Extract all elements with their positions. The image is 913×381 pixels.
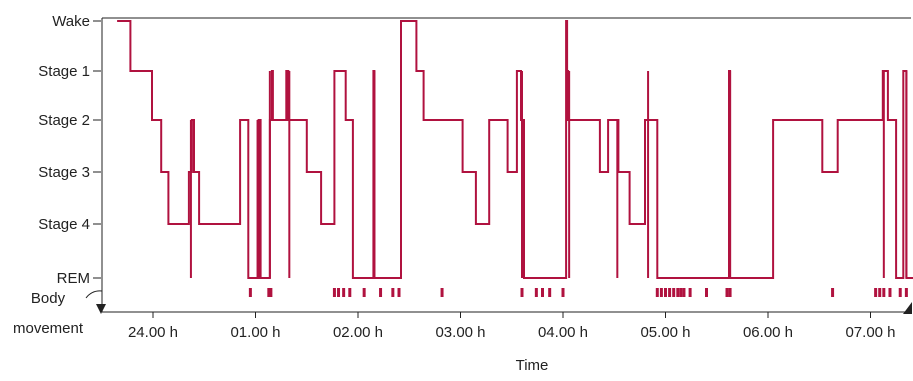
hypnogram-traces [117, 20, 913, 279]
body-movement-mark [874, 288, 878, 297]
body-movement-mark [888, 288, 892, 297]
body-movement-mark [878, 288, 882, 297]
body-movement-mark [248, 288, 252, 297]
body-movement-mark [725, 288, 729, 297]
x-label-6: 06.00 h [743, 324, 793, 341]
axis-arrow-right [903, 302, 912, 314]
x-label-0: 24.00 h [128, 324, 178, 341]
y-axis-labels: Wake Stage 1 Stage 2 Stage 3 Stage 4 REM [38, 13, 101, 287]
body-movement-mark [267, 288, 271, 297]
body-movement-mark [705, 288, 708, 297]
body-movement-mark [688, 288, 692, 297]
body-movement-mark [269, 288, 273, 297]
x-label-5: 05.00 h [640, 324, 690, 341]
body-movement-mark [659, 288, 663, 297]
body-movement-mark [664, 288, 667, 297]
body-movement-mark [672, 288, 676, 297]
body-movement-leader [85, 290, 103, 299]
body-movement-mark [682, 288, 686, 297]
body-movement-mark [391, 288, 395, 297]
y-label-wake: Wake [52, 13, 90, 30]
body-movement-mark [342, 288, 346, 297]
x-axis-title: Time [516, 357, 549, 374]
y-label-stage-3: Stage 3 [38, 164, 90, 181]
x-label-4: 04.00 h [538, 324, 588, 341]
body-movement-mark [379, 288, 383, 297]
body-movement-mark [676, 288, 680, 297]
body-movement-mark [655, 288, 659, 297]
body-movement-mark [831, 288, 835, 297]
body-movement-mark [337, 288, 341, 297]
x-axis-labels: 24.00 h 01.00 h 02.00 h 03.00 h 04.00 h 05.00… [128, 312, 896, 341]
body-movement-label-line2: movement [13, 320, 84, 337]
body-movement-mark [534, 288, 538, 297]
body-movement-mark [728, 288, 732, 297]
y-label-stage-4: Stage 4 [38, 216, 90, 233]
body-movement-marks [248, 288, 908, 297]
y-label-stage-1: Stage 1 [38, 63, 90, 80]
body-movement-mark [679, 288, 683, 297]
x-label-2: 02.00 h [333, 324, 383, 341]
body-movement-mark [440, 288, 444, 297]
body-movement-mark [882, 288, 886, 297]
body-movement-mark [541, 288, 544, 297]
x-label-7: 07.00 h [845, 324, 895, 341]
body-movement-mark [668, 288, 672, 297]
body-movement-mark [348, 288, 352, 297]
y-label-rem: REM [57, 270, 90, 287]
body-movement-mark [904, 288, 908, 297]
body-movement-mark [362, 288, 366, 297]
body-movement-mark [520, 288, 524, 297]
body-movement-mark [397, 288, 401, 297]
body-movement-label-line1: Body [31, 290, 66, 307]
axes [85, 17, 912, 314]
x-label-1: 01.00 h [230, 324, 280, 341]
body-movement-mark [561, 288, 565, 297]
body-movement-mark [548, 288, 552, 297]
hypnogram-line [117, 20, 913, 279]
axis-arrow-left [96, 304, 106, 314]
body-movement-mark [898, 288, 902, 297]
body-movement-mark [332, 288, 336, 297]
y-label-stage-2: Stage 2 [38, 112, 90, 129]
x-label-3: 03.00 h [435, 324, 485, 341]
